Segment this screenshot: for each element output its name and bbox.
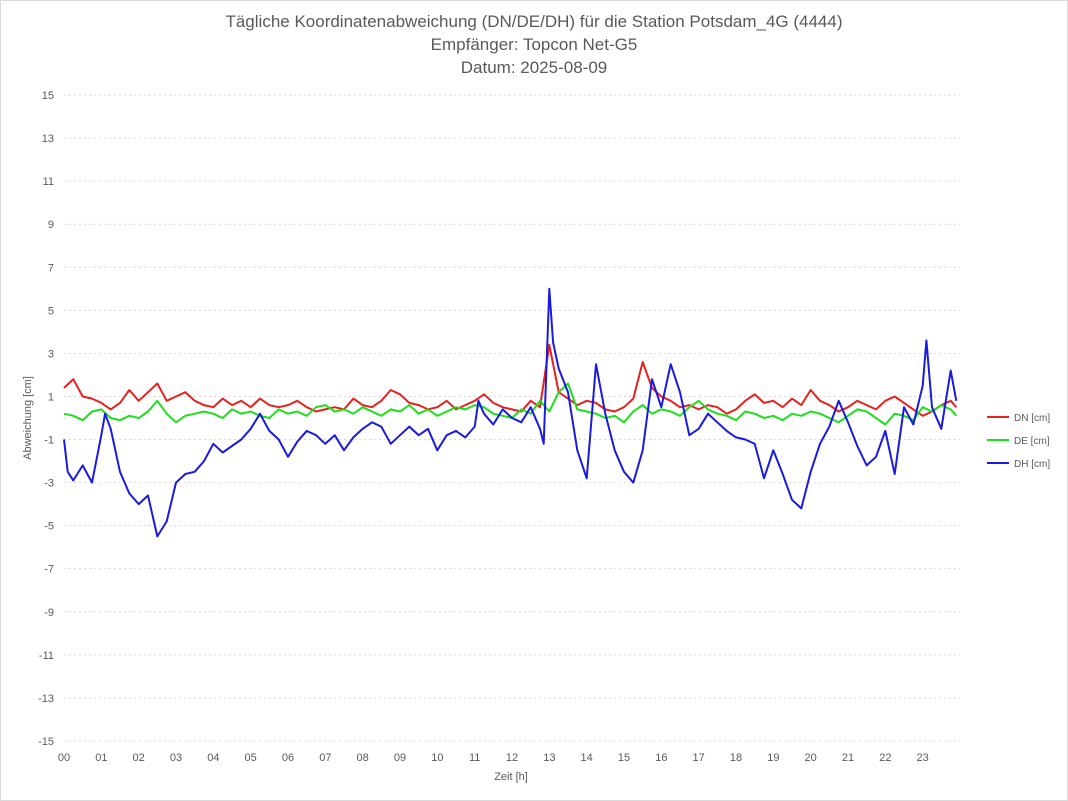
y-tick-label: 1	[48, 391, 54, 403]
y-tick-label: -5	[44, 521, 54, 533]
y-tick-label: 9	[48, 219, 54, 231]
chart-subtitle-date: Datum: 2025-08-09	[460, 58, 608, 77]
grid-lines	[64, 94, 960, 742]
y-tick-label: -11	[39, 650, 54, 662]
x-axis-ticks: 00 01 02 03 04 05 06 07 08 09 10 11 12 13 14 15 16 17 18 19…	[58, 752, 929, 764]
chart-title: Tägliche Koordinatenabweichung (DN/DE/DH…	[225, 12, 843, 31]
x-tick-label: 11	[469, 752, 480, 764]
chart-subtitle-receiver: Empfänger: Topcon Net-G5	[430, 35, 638, 54]
y-tick-label: 7	[48, 262, 54, 274]
y-tick-label: -13	[38, 693, 54, 705]
y-tick-label: -1	[44, 435, 54, 447]
y-tick-label: 13	[42, 133, 54, 145]
x-tick-label: 08	[357, 752, 369, 764]
x-tick-label: 22	[879, 752, 891, 764]
x-tick-label: 10	[431, 752, 443, 764]
x-axis-label: Zeit [h]	[494, 771, 528, 783]
y-tick-label: -7	[44, 564, 54, 576]
x-tick-label: 07	[319, 752, 331, 764]
y-axis-ticks: 15 13 11 9 7 5 3 1 -1 -3 -5 -7 -9 -11 -13 -15	[38, 90, 54, 748]
x-tick-label: 13	[543, 752, 555, 764]
y-tick-label: -15	[38, 736, 54, 748]
x-tick-label: 15	[618, 752, 630, 764]
y-tick-label: -3	[44, 478, 54, 490]
x-tick-label: 18	[730, 752, 742, 764]
y-tick-label: 3	[48, 348, 54, 360]
x-tick-label: 21	[842, 752, 854, 764]
x-tick-label: 04	[207, 752, 219, 764]
y-tick-label: 15	[42, 90, 54, 102]
x-tick-label: 14	[581, 752, 593, 764]
legend-label: DE [cm]	[1014, 436, 1050, 447]
x-tick-label: 09	[394, 752, 406, 764]
x-tick-label: 05	[245, 752, 257, 764]
y-tick-label: -9	[44, 607, 54, 619]
series-line-dh	[63, 287, 958, 538]
x-tick-label: 23	[917, 752, 929, 764]
series-layer	[63, 287, 958, 538]
x-tick-label: 17	[693, 752, 705, 764]
series-line-de	[63, 382, 958, 426]
x-tick-label: 06	[282, 752, 294, 764]
legend: DN [cm] DE [cm] DH [cm]	[987, 413, 1050, 470]
y-tick-label: 5	[48, 305, 54, 317]
x-tick-label: 00	[58, 752, 70, 764]
x-tick-label: 16	[655, 752, 667, 764]
y-axis-label: Abweichung [cm]	[22, 376, 34, 460]
x-tick-label: 01	[95, 752, 107, 764]
legend-label: DN [cm]	[1014, 413, 1050, 424]
series-line-dn	[63, 343, 958, 417]
y-tick-label: 11	[43, 176, 54, 188]
legend-label: DH [cm]	[1014, 459, 1050, 470]
x-tick-label: 20	[805, 752, 817, 764]
x-tick-label: 12	[506, 752, 518, 764]
x-tick-label: 19	[767, 752, 779, 764]
x-tick-label: 02	[133, 752, 145, 764]
x-tick-label: 03	[170, 752, 182, 764]
